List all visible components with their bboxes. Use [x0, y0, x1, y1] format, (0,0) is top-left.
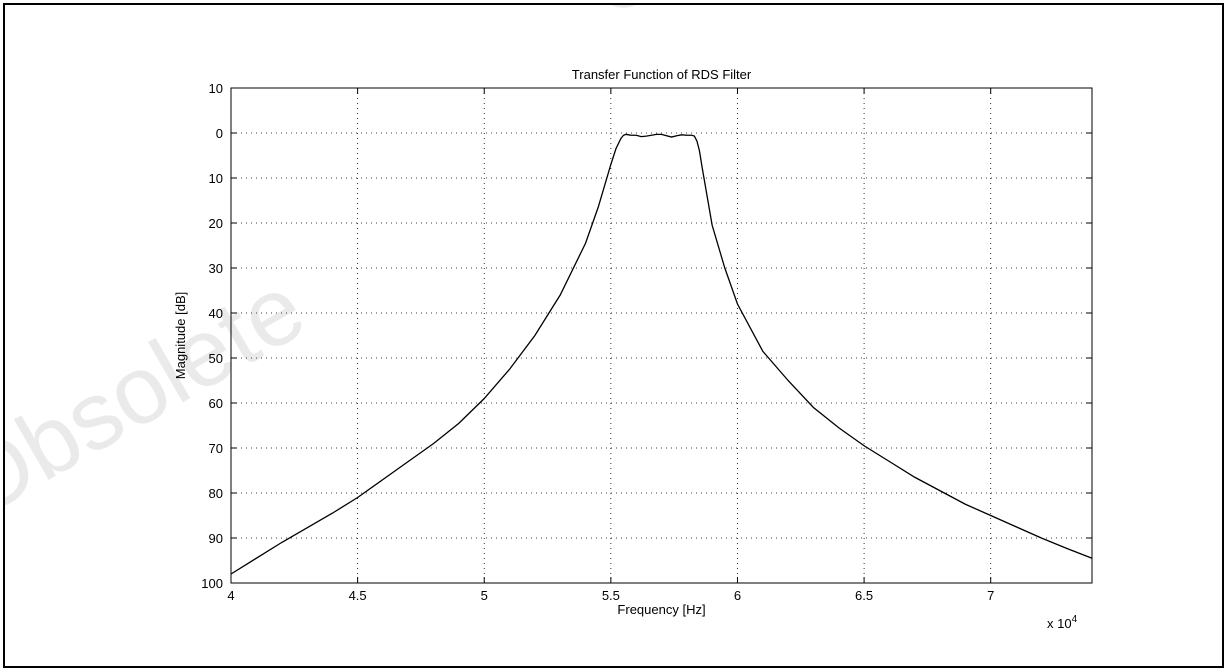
- x-tick-label: 7: [987, 588, 994, 603]
- x-tick-label: 5.5: [602, 588, 620, 603]
- x-axis-multiplier-power: 4: [1072, 614, 1078, 625]
- x-axis-multiplier: x 104: [1047, 614, 1078, 631]
- y-tick-label: 70: [209, 441, 223, 456]
- y-tick-label: 10: [209, 81, 223, 96]
- x-tick-label: 4.5: [349, 588, 367, 603]
- series-line: [230, 133, 1093, 575]
- chart-title: Transfer Function of RDS Filter: [572, 67, 752, 82]
- x-tick-label: 6.5: [855, 588, 873, 603]
- grid: [231, 88, 1092, 583]
- y-tick-label: 0: [216, 126, 223, 141]
- axis-ticks: [230, 87, 1092, 584]
- y-tick-label: 30: [209, 261, 223, 276]
- y-tick-label: 80: [209, 486, 223, 501]
- figure-frame: Obsolete Obsolete 44.555.566.57100102030…: [3, 3, 1224, 668]
- x-tick-label: 4: [227, 588, 234, 603]
- y-tick-label: 50: [209, 351, 223, 366]
- y-tick-label: 90: [209, 531, 223, 546]
- y-axis-title: Magnitude [dB]: [173, 292, 188, 379]
- y-tick-label: 100: [201, 576, 223, 591]
- y-tick-label: 20: [209, 216, 223, 231]
- y-tick-label: 60: [209, 396, 223, 411]
- y-tick-label: 10: [209, 171, 223, 186]
- y-tick-label: 40: [209, 306, 223, 321]
- x-tick-label: 5: [481, 588, 488, 603]
- x-axis-multiplier-base: x 10: [1047, 616, 1072, 631]
- plot-area: [230, 87, 1093, 584]
- x-axis-title: Frequency [Hz]: [617, 602, 705, 617]
- x-tick-label: 6: [734, 588, 741, 603]
